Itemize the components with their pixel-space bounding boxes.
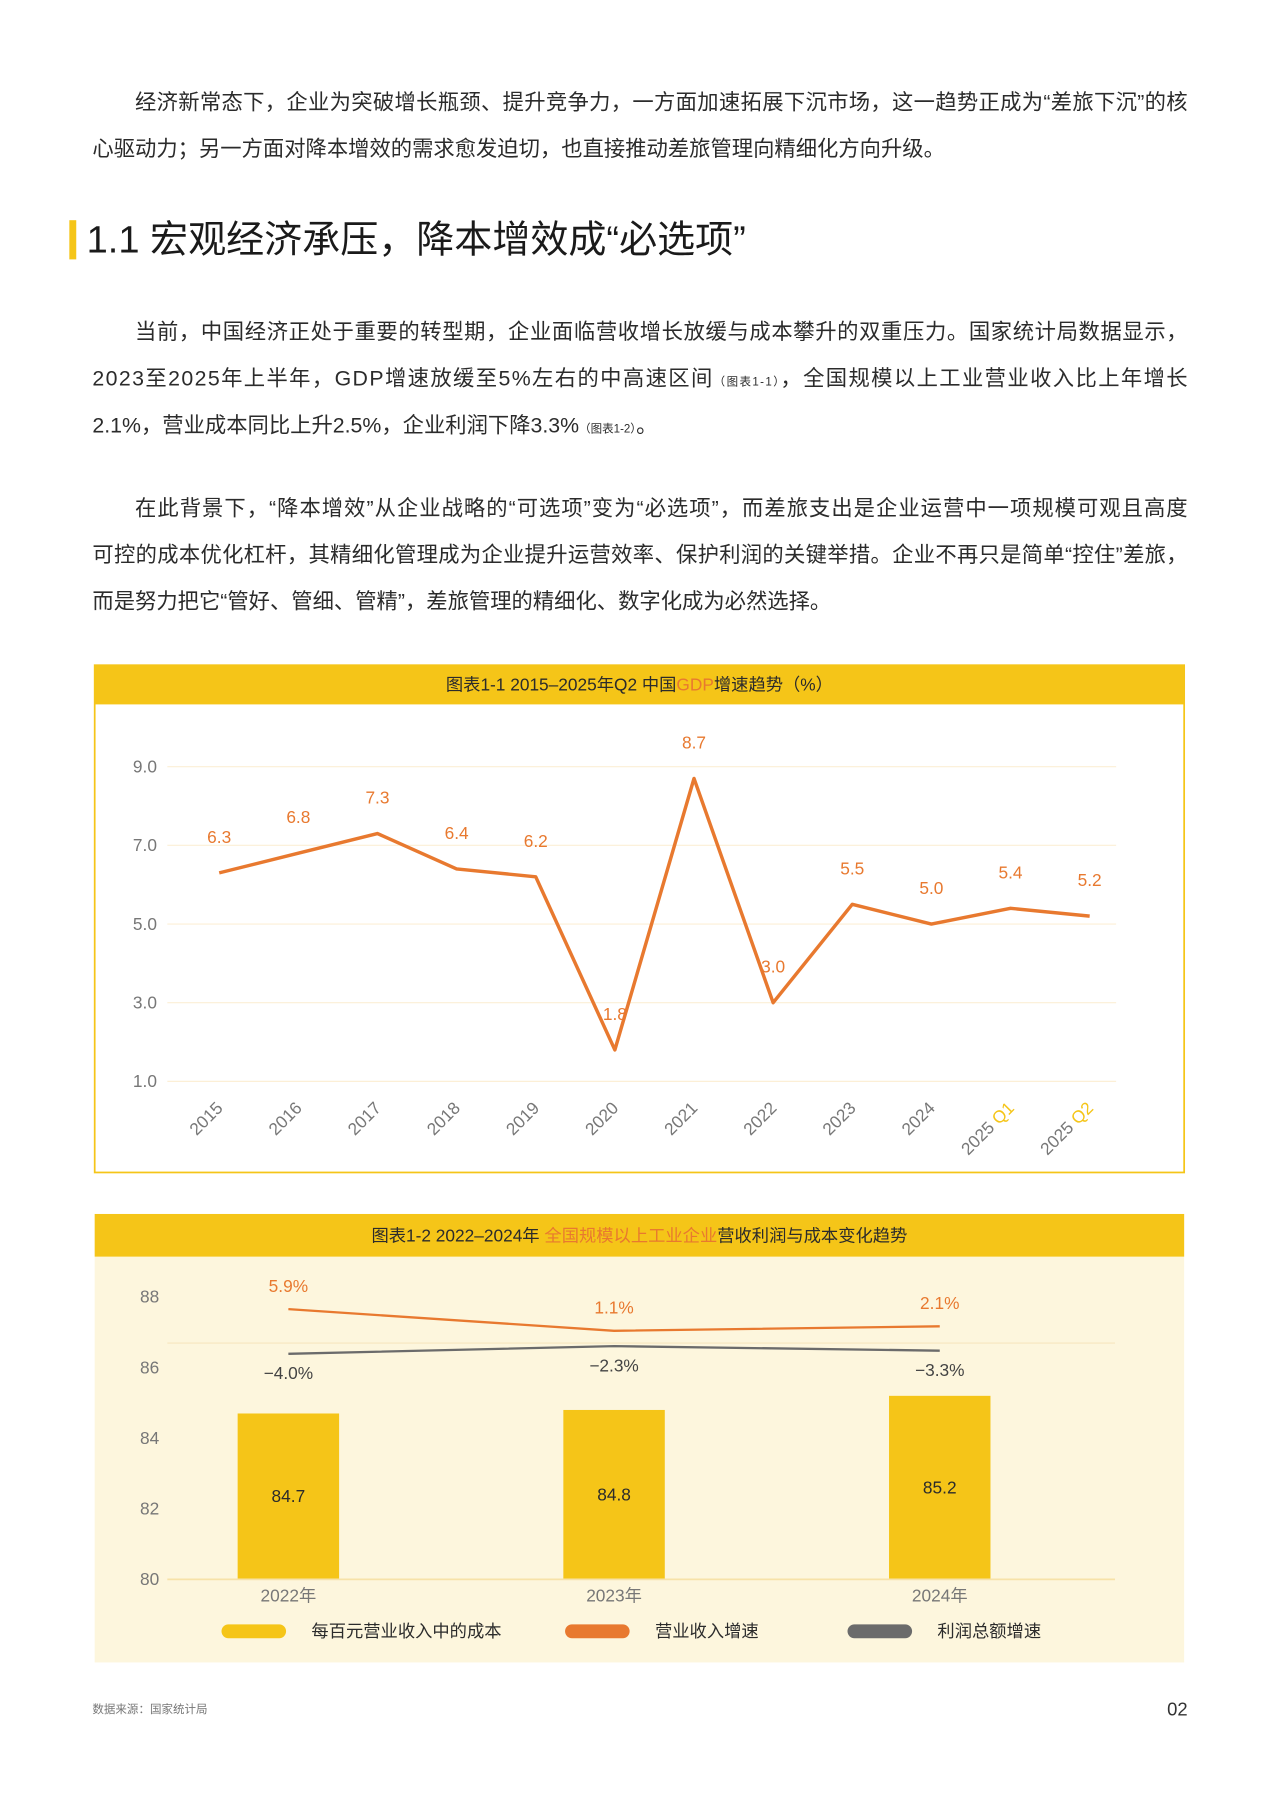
x-tick-label: 2024年 <box>912 1585 968 1605</box>
data-label: 6.3 <box>207 827 231 847</box>
data-line <box>288 1345 940 1355</box>
title-run: 图表1-1 2015–2025年Q2 中国 <box>446 675 677 695</box>
text-run: 可控的成本优化杠杆，其精细化管理成为企业提升运营效率、保护利润的关键举措。企业不… <box>92 543 1187 567</box>
page-number: 02 <box>1167 1698 1188 1719</box>
legend-swatch <box>565 1624 630 1639</box>
heading: 1.1 宏观经济承压，降本增效成“必选项” <box>87 219 746 261</box>
text-run: 经济新常态下，企业为突破增长瓶颈、提升竞争力，一方面加速拓展下沉市场，这一趋势正… <box>135 91 1188 115</box>
title-run: GDP <box>676 675 713 695</box>
data-label: −3.3% <box>915 1360 964 1380</box>
data-label: 5.5 <box>840 858 864 878</box>
bar <box>563 1409 665 1580</box>
title-run: 图表1-2 2022–2024年 <box>371 1226 544 1246</box>
bar <box>889 1395 991 1580</box>
paragraph-line: 心驱动力；另一方面对降本增效的需求愈发迫切，也直接推动差旅管理向精细化方向升级。 <box>92 137 945 161</box>
legend-label: 营业收入增速 <box>655 1621 759 1641</box>
chart-title: 图表1-1 2015–2025年Q2 中国GDP增速趋势（%） <box>446 675 833 695</box>
y-tick-label: 9.0 <box>133 756 157 776</box>
paragraph-line: 而是努力把它“管好、管细、管精”，差旅管理的精细化、数字化成为必然选择。 <box>92 590 831 614</box>
y-tick-label: 86 <box>140 1357 159 1377</box>
title-run: 增速趋势（%） <box>714 675 833 695</box>
title-run: 营收利润与成本变化趋势 <box>717 1226 907 1246</box>
text-run: 心驱动力；另一方面对降本增效的需求愈发迫切，也直接推动差旅管理向精细化方向升级。 <box>92 137 945 161</box>
data-label: −4.0% <box>264 1363 313 1383</box>
y-tick-label: 88 <box>140 1287 159 1307</box>
y-tick-label: 7.0 <box>133 835 157 855</box>
paragraph-line: 2.1%，营业成本同比上升2.5%，企业利润下降3.3%（图表1-2）。 <box>92 413 657 437</box>
data-label: 1.1% <box>594 1298 633 1318</box>
text-run: 。 <box>636 413 657 437</box>
paragraph-line: 当前，中国经济正处于重要的转型期，企业面临营收增长放缓与成本攀升的双重压力。国家… <box>135 320 1188 344</box>
text-run: （图表1-2） <box>579 421 636 435</box>
y-tick-label: 5.0 <box>133 914 157 934</box>
text-run: 而是努力把它“管好、管细、管精”，差旅管理的精细化、数字化成为必然选择。 <box>92 590 831 614</box>
data-label: 1.8 <box>603 1004 627 1024</box>
x-tick-label: 2022年 <box>261 1585 317 1605</box>
data-label: 84.8 <box>597 1484 631 1504</box>
paragraph-line: 在此背景下，“降本增效”从企业战略的“可选项”变为“必选项”，而差旅支出是企业运… <box>135 496 1188 520</box>
bar <box>237 1413 340 1580</box>
chart-header <box>94 1213 1185 1257</box>
data-label: 7.3 <box>365 788 389 808</box>
y-tick-label: 80 <box>140 1569 159 1589</box>
data-label: 5.2 <box>1078 870 1102 890</box>
text-run: 2023至2025年上半年，GDP增速放缓至5%左右的中高速区间 <box>92 367 712 391</box>
y-tick-label: 3.0 <box>133 992 157 1012</box>
data-label: 3.0 <box>761 957 785 977</box>
y-tick-label: 1.0 <box>133 1071 157 1091</box>
legend-label: 利润总额增速 <box>937 1621 1041 1641</box>
text-run: （图表1-1） <box>714 375 779 389</box>
y-tick-label: 84 <box>140 1428 160 1448</box>
paragraph-line: 可控的成本优化杠杆，其精细化管理成为企业提升运营效率、保护利润的关键举措。企业不… <box>92 543 1187 567</box>
legend-swatch <box>221 1624 287 1639</box>
heading-marker <box>69 220 77 260</box>
data-label: 6.8 <box>286 807 310 827</box>
data-label: 5.9% <box>269 1276 308 1296</box>
title-run: 全国规模以上工业企业 <box>544 1226 717 1246</box>
data-label: 8.7 <box>682 732 706 752</box>
data-label: 85.2 <box>923 1477 957 1497</box>
y-tick-label: 82 <box>140 1499 159 1519</box>
x-tick-label: 2023年 <box>586 1585 642 1605</box>
data-label: −2.3% <box>589 1356 638 1376</box>
source-note: 数据来源：国家统计局 <box>92 1702 207 1716</box>
paragraph-line: 2023至2025年上半年，GDP增速放缓至5%左右的中高速区间（图表1-1），… <box>92 367 1187 391</box>
text-run: 当前，中国经济正处于重要的转型期，企业面临营收增长放缓与成本攀升的双重压力。国家… <box>135 320 1188 344</box>
text-run: ，全国规模以上工业营业收入比上年增长 <box>780 367 1187 391</box>
text-run: 2.1%，营业成本同比上升2.5%，企业利润下降3.3% <box>92 413 579 437</box>
legend-swatch <box>847 1624 913 1639</box>
data-label: 6.4 <box>445 823 469 843</box>
paragraph-line: 经济新常态下，企业为突破增长瓶颈、提升竞争力，一方面加速拓展下沉市场，这一趋势正… <box>135 91 1188 115</box>
data-label: 6.2 <box>524 831 548 851</box>
chart-frame <box>93 664 1186 1174</box>
data-label: 84.7 <box>272 1486 306 1506</box>
data-line <box>218 776 1090 1052</box>
data-line <box>288 1308 940 1332</box>
legend-label: 每百元营业收入中的成本 <box>311 1621 501 1641</box>
chart-title: 图表1-2 2022–2024年 全国规模以上工业企业营收利润与成本变化趋势 <box>371 1226 907 1246</box>
chart-header <box>94 665 1185 705</box>
data-label: 2.1% <box>920 1293 959 1313</box>
data-label: 5.4 <box>999 862 1023 882</box>
data-label: 5.0 <box>919 878 943 898</box>
text-run: 在此背景下，“降本增效”从企业战略的“可选项”变为“必选项”，而差旅支出是企业运… <box>135 496 1188 520</box>
